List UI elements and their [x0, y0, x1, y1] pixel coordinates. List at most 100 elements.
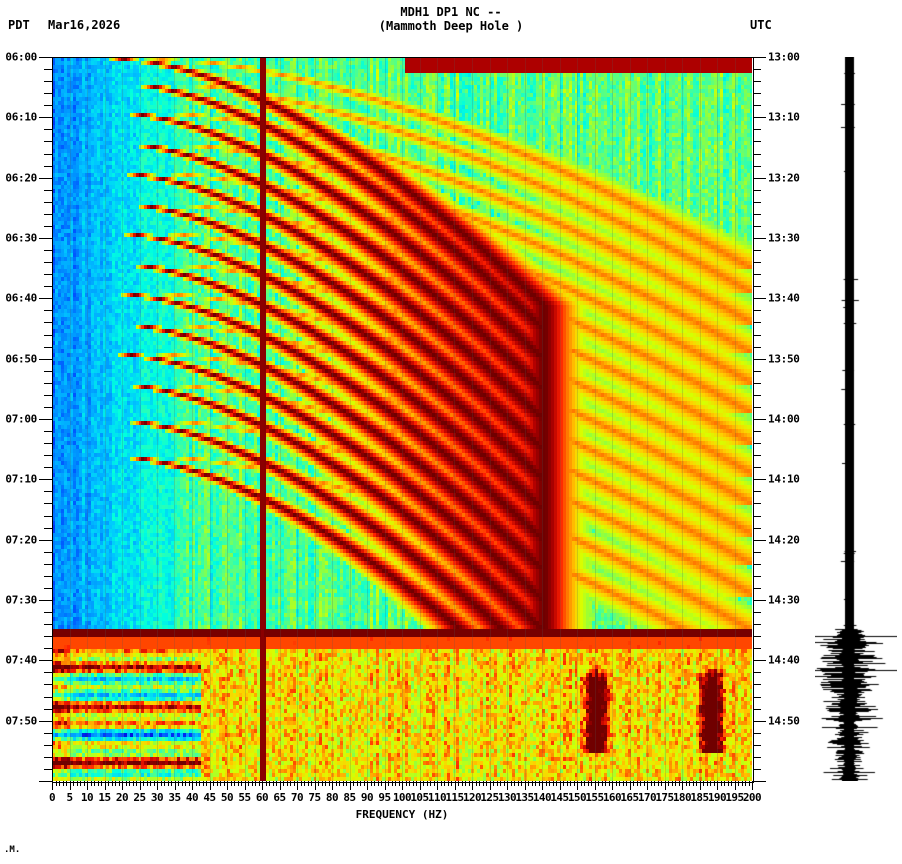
left-time-axis-minor-tick — [44, 732, 52, 734]
frequency-minor-tick — [132, 781, 134, 786]
frequency-minor-tick — [619, 781, 620, 786]
frequency-minor-tick — [493, 781, 494, 786]
frequency-axis-label: 55 — [238, 791, 251, 804]
frequency-minor-tick — [160, 781, 162, 786]
frequency-minor-tick — [363, 781, 365, 786]
header-timezone-right: UTC — [750, 18, 772, 32]
frequency-axis-label: 145 — [550, 791, 569, 804]
frequency-minor-tick — [535, 781, 536, 786]
frequency-minor-tick — [164, 781, 165, 786]
frequency-axis-label: 60 — [255, 791, 269, 804]
left-time-axis-minor-tick — [44, 250, 52, 252]
frequency-major-tick — [752, 781, 753, 790]
frequency-minor-tick — [580, 781, 582, 786]
frequency-minor-tick — [409, 781, 410, 786]
frequency-axis: 0 5 10 15 20 25 30 35 40 45 50 55 60 65 70 75 80 85 90 95 10… — [49, 781, 762, 827]
frequency-minor-tick — [76, 781, 78, 786]
right-time-axis-minor-tick — [753, 587, 761, 589]
right-time-axis-label: 14:10 — [768, 472, 800, 486]
right-time-axis-major-tick — [753, 660, 766, 662]
frequency-axis-label: 5 — [66, 791, 73, 804]
frequency-minor-tick — [59, 781, 60, 786]
frequency-axis-label: 30 — [150, 791, 164, 804]
right-time-axis-label: 13:10 — [768, 110, 800, 124]
frequency-major-tick — [87, 781, 88, 790]
frequency-minor-tick — [171, 781, 172, 786]
right-time-axis-minor-tick — [753, 648, 761, 650]
frequency-major-tick — [489, 781, 491, 790]
frequency-minor-tick — [426, 781, 428, 786]
left-time-axis-minor-tick — [44, 431, 52, 433]
left-time-axis-label: 06:50 — [5, 352, 37, 366]
frequency-minor-tick — [741, 781, 743, 786]
frequency-minor-tick — [668, 781, 669, 786]
right-time-axis-minor-tick — [753, 274, 761, 276]
frequency-minor-tick — [703, 781, 704, 786]
frequency-minor-tick — [563, 781, 564, 786]
frequency-minor-tick — [66, 781, 67, 786]
frequency-minor-tick — [300, 781, 302, 786]
frequency-minor-tick — [150, 781, 151, 786]
frequency-minor-tick — [398, 781, 400, 786]
frequency-minor-tick — [713, 781, 715, 786]
frequency-minor-tick — [556, 781, 557, 786]
frequency-minor-tick — [213, 781, 214, 786]
corner-mark: .M. — [4, 845, 21, 855]
left-time-axis-minor-tick — [44, 141, 52, 143]
frequency-minor-tick — [265, 781, 267, 786]
frequency-major-tick — [699, 781, 701, 790]
right-time-axis-minor-tick — [753, 262, 761, 264]
frequency-axis-label: 130 — [497, 791, 517, 804]
frequency-axis-label: 40 — [185, 791, 199, 804]
left-time-axis-minor-tick — [44, 467, 52, 469]
frequency-minor-tick — [654, 781, 655, 786]
frequency-axis-label: 175 — [655, 791, 674, 804]
left-time-axis-minor-tick — [44, 225, 52, 227]
right-time-axis-minor-tick — [753, 515, 761, 517]
frequency-minor-tick — [549, 781, 550, 786]
right-time-axis-minor-tick — [753, 612, 761, 614]
left-time-axis-label: 07:00 — [5, 412, 37, 426]
right-time-axis-minor-tick — [753, 322, 761, 324]
frequency-major-tick — [332, 781, 333, 790]
frequency-minor-tick — [587, 781, 589, 786]
left-time-axis-minor-tick — [44, 262, 52, 264]
right-time-axis-minor-tick — [753, 768, 761, 770]
frequency-minor-tick — [195, 781, 197, 786]
frequency-axis-label: 165 — [620, 791, 639, 804]
right-time-axis-minor-tick — [753, 551, 761, 553]
frequency-minor-tick — [188, 781, 190, 786]
frequency-axis-label: 185 — [690, 791, 709, 804]
right-time-axis-label: 13:40 — [768, 291, 800, 305]
frequency-minor-tick — [678, 781, 680, 786]
frequency-minor-tick — [272, 781, 274, 786]
right-time-axis-label: 13:30 — [768, 231, 800, 245]
right-time-axis-minor-tick — [753, 624, 761, 626]
frequency-minor-tick — [146, 781, 148, 786]
frequency-minor-tick — [430, 781, 431, 786]
left-time-axis-label: 06:30 — [5, 231, 37, 245]
frequency-major-tick — [437, 781, 438, 790]
frequency-minor-tick — [650, 781, 652, 786]
frequency-minor-tick — [482, 781, 484, 786]
frequency-minor-tick — [510, 781, 512, 786]
frequency-minor-tick — [416, 781, 417, 786]
frequency-minor-tick — [346, 781, 347, 786]
frequency-minor-tick — [206, 781, 207, 786]
frequency-minor-tick — [395, 781, 396, 786]
right-time-axis-minor-tick — [753, 732, 761, 734]
right-time-axis-minor-tick — [753, 491, 761, 493]
frequency-minor-tick — [374, 781, 375, 786]
right-time-axis-minor-tick — [753, 69, 761, 71]
frequency-axis-label: 180 — [672, 791, 692, 804]
frequency-minor-tick — [528, 781, 529, 786]
right-time-axis-minor-tick — [753, 394, 761, 396]
frequency-minor-tick — [230, 781, 232, 786]
frequency-minor-tick — [328, 781, 330, 786]
frequency-axis-label: 200 — [742, 791, 762, 804]
right-time-axis-label: 13:00 — [768, 50, 800, 64]
frequency-minor-tick — [73, 781, 74, 786]
frequency-minor-tick — [181, 781, 183, 786]
frequency-minor-tick — [465, 781, 466, 786]
left-time-axis-minor-tick — [44, 129, 52, 131]
